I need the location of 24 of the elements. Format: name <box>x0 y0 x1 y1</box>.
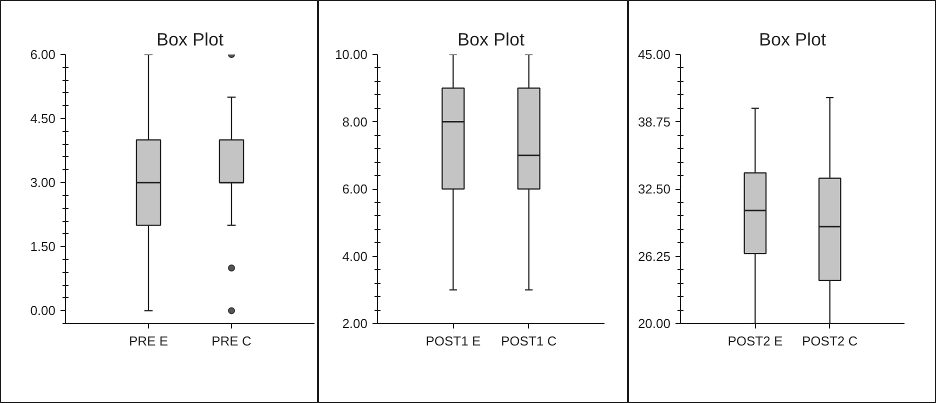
y-tick-label: 4.50 <box>30 111 56 126</box>
chart-title: Box Plot <box>156 30 224 50</box>
y-tick-label: 8.00 <box>342 114 368 130</box>
x-tick-label: POST2 E <box>728 334 783 348</box>
y-tick-label: 4.00 <box>342 248 368 264</box>
x-tick-label: PRE C <box>212 334 252 348</box>
y-tick-label: 3.00 <box>30 175 56 190</box>
y-tick-label: 32.50 <box>638 182 671 196</box>
y-tick-label: 45.00 <box>638 47 671 62</box>
chart-title: Box Plot <box>457 30 525 50</box>
x-tick-label: POST2 C <box>802 334 858 348</box>
chart-title: Box Plot <box>758 30 826 50</box>
y-tick-label: 6.00 <box>30 47 56 62</box>
y-tick-label: 26.25 <box>638 248 671 264</box>
x-tick-label: PRE E <box>128 334 168 348</box>
y-tick-label: 6.00 <box>342 182 368 196</box>
y-tick-label: 1.50 <box>30 239 56 254</box>
y-tick-label: 20.00 <box>638 316 671 331</box>
x-tick-label: POST1 E <box>426 334 481 348</box>
y-tick-label: 38.75 <box>638 114 671 130</box>
x-tick-label: POST1 C <box>501 334 557 348</box>
y-tick-label: 0.00 <box>30 303 56 318</box>
y-tick-label: 10.00 <box>334 47 368 62</box>
y-tick-label: 2.00 <box>342 316 368 331</box>
